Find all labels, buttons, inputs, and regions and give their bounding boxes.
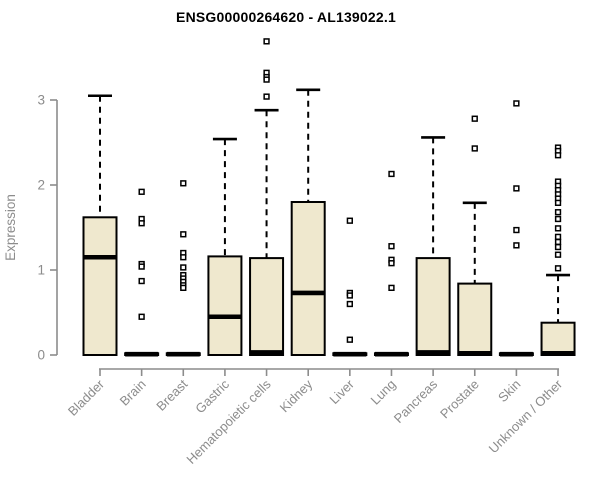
x-tick-label: Unknown / Other: [486, 376, 566, 456]
x-tick-label: Pancreas: [391, 376, 441, 426]
y-tick-label: 1: [37, 263, 45, 278]
outlier-point: [554, 209, 562, 216]
outlier-point: [180, 284, 187, 292]
outlier-point: [388, 284, 395, 292]
x-tick-label: Breast: [153, 376, 190, 413]
x-tick-label: Lung: [368, 377, 399, 408]
outlier-point: [346, 292, 353, 299]
x-tick-label: Kidney: [277, 376, 316, 415]
outlier-point: [346, 300, 353, 308]
outlier-point: [346, 217, 353, 224]
outlier-point: [180, 264, 187, 271]
outlier-point: [263, 38, 270, 45]
outlier-point: [554, 233, 562, 240]
x-tick-label: Bladder: [65, 376, 108, 419]
outlier-point: [554, 251, 562, 258]
box: [82, 216, 118, 356]
box: [249, 257, 285, 357]
x-tick-label: Skin: [495, 377, 523, 405]
outlier-point: [138, 277, 145, 285]
outlier-point: [513, 242, 520, 249]
y-tick-label: 0: [37, 348, 45, 363]
box: [290, 201, 326, 356]
x-tick-label: Prostate: [437, 377, 482, 422]
outlier-point: [388, 170, 395, 178]
outlier-point: [138, 220, 145, 227]
x-tick-label: Liver: [326, 376, 357, 407]
outlier-point: [554, 265, 562, 272]
outlier-point: [554, 238, 562, 246]
outlier-point: [554, 152, 562, 159]
chart-title: ENSG00000264620 - AL139022.1: [176, 9, 396, 25]
x-tick-label: Gastric: [192, 376, 232, 416]
outlier-point: [138, 263, 145, 270]
box: [540, 321, 576, 357]
outlier-point: [471, 115, 478, 122]
y-tick-label: 3: [37, 93, 45, 108]
box: [457, 282, 493, 357]
outlier-point: [513, 226, 520, 234]
outlier-point: [138, 313, 145, 320]
outlier-point: [180, 231, 187, 238]
outlier-point: [263, 93, 270, 100]
outlier-point: [513, 100, 520, 107]
y-tick-label: 2: [37, 178, 45, 193]
outlier-point: [138, 188, 145, 195]
outlier-point: [554, 243, 562, 251]
outlier-point: [388, 260, 395, 267]
outlier-point: [388, 243, 395, 250]
box: [415, 257, 451, 357]
outlier-point: [471, 145, 478, 152]
outlier-point: [346, 336, 353, 343]
outlier-point: [513, 185, 520, 192]
outlier-point: [554, 215, 562, 223]
y-axis-title: Expression: [3, 194, 18, 261]
outlier-point: [180, 180, 187, 187]
outlier-point: [554, 199, 562, 206]
x-tick-label: Brain: [117, 377, 149, 409]
outlier-point: [180, 254, 187, 261]
outlier-point: [554, 225, 562, 232]
outlier-point: [263, 76, 270, 83]
box: [207, 255, 243, 356]
